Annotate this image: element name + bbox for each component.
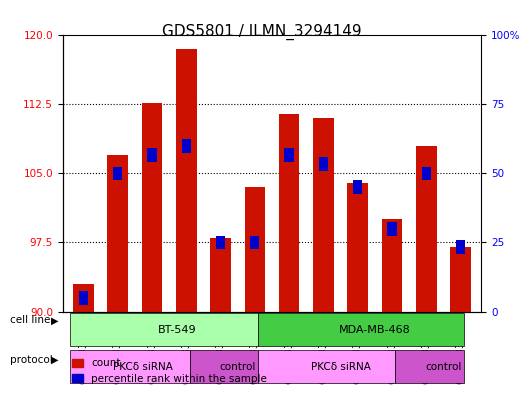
Bar: [347, 183, 368, 312]
Text: BT-549: BT-549: [158, 325, 197, 335]
Text: ▶: ▶: [51, 315, 59, 325]
Text: control: control: [220, 362, 256, 372]
Bar: [147, 148, 156, 162]
Bar: [250, 235, 259, 250]
Bar: [113, 167, 122, 180]
Bar: [353, 180, 362, 194]
Bar: [313, 118, 334, 312]
Bar: [245, 187, 265, 312]
FancyBboxPatch shape: [258, 313, 464, 347]
FancyBboxPatch shape: [70, 350, 190, 383]
FancyBboxPatch shape: [258, 350, 395, 383]
Bar: [73, 284, 94, 312]
Text: protocol: protocol: [10, 354, 53, 365]
Text: control: control: [425, 362, 462, 372]
FancyBboxPatch shape: [70, 313, 258, 347]
Bar: [107, 155, 128, 312]
Bar: [456, 240, 465, 254]
FancyBboxPatch shape: [395, 350, 464, 383]
Text: ▶: ▶: [51, 354, 59, 365]
Text: PKCδ siRNA: PKCδ siRNA: [113, 362, 173, 372]
Text: GDS5801 / ILMN_3294149: GDS5801 / ILMN_3294149: [162, 24, 361, 40]
Bar: [388, 222, 396, 235]
Bar: [450, 247, 471, 312]
Bar: [78, 291, 88, 305]
Text: MDA-MB-468: MDA-MB-468: [339, 325, 411, 335]
Bar: [142, 103, 162, 312]
Bar: [285, 148, 294, 162]
Legend: count, percentile rank within the sample: count, percentile rank within the sample: [68, 354, 271, 388]
FancyBboxPatch shape: [190, 350, 258, 383]
Text: cell line: cell line: [10, 315, 51, 325]
Bar: [382, 219, 402, 312]
Bar: [319, 157, 328, 171]
Bar: [176, 49, 197, 312]
Bar: [216, 235, 225, 250]
Bar: [279, 114, 299, 312]
Bar: [422, 167, 431, 180]
Bar: [416, 146, 437, 312]
Bar: [181, 139, 191, 153]
Text: PKCδ siRNA: PKCδ siRNA: [311, 362, 370, 372]
Bar: [210, 238, 231, 312]
